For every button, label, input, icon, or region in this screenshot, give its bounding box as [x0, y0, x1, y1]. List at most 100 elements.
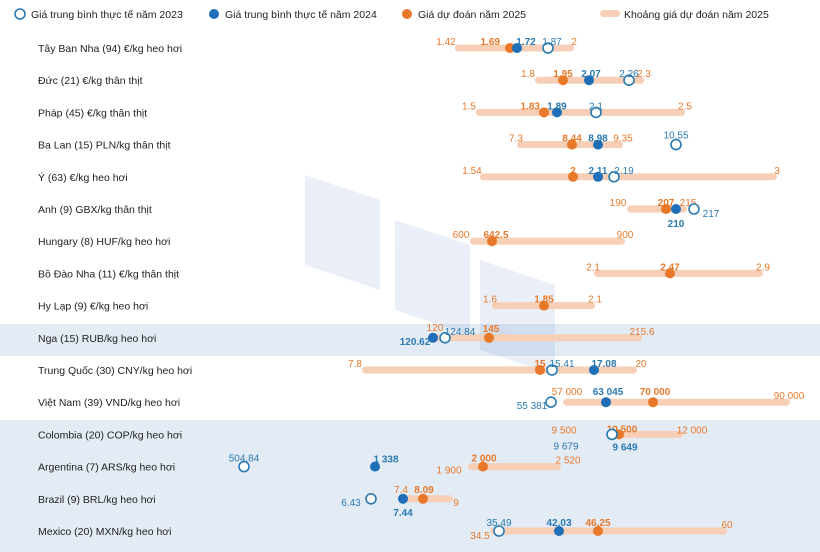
forecast-2025-label: 207 — [658, 198, 675, 209]
actual-2024-dot — [584, 75, 594, 86]
range-min-label: 2.1 — [586, 262, 600, 273]
actual-2024-dot — [552, 107, 562, 118]
actual-2023-label: 15.41 — [549, 359, 574, 370]
range-min-label: 1.54 — [462, 166, 482, 177]
actual-2023-label: 217 — [703, 209, 720, 220]
range-min-label: 7.3 — [509, 134, 523, 145]
actual-2023-dot — [670, 138, 682, 151]
actual-2024-dot — [593, 171, 603, 182]
range-bar — [468, 463, 561, 471]
forecast-2025-dot — [487, 236, 497, 247]
actual-2023-dot — [493, 525, 505, 537]
row-label: Đức (21) €/kg thân thịt — [38, 75, 143, 87]
forecast-2025-label: 2 000 — [471, 454, 496, 465]
range-min-label: 600 — [453, 230, 470, 241]
range-max-label: 2.9 — [756, 262, 770, 273]
forecast-2025-label: 8.09 — [414, 485, 434, 496]
range-min-label: 1.42 — [436, 37, 456, 48]
forecast-2025-dot — [648, 397, 658, 408]
actual-2023-label: 6.43 — [341, 498, 361, 509]
range-max-label: 12 000 — [677, 425, 708, 436]
legend-swatch-range-2025 — [600, 10, 620, 17]
actual-2023-dot — [590, 106, 602, 119]
actual-2023-dot — [365, 492, 377, 505]
row-label: Anh (9) GBX/kg thân thịt — [38, 204, 152, 216]
actual-2024-label: 1.72 — [516, 37, 536, 48]
actual-2023-label: 55 381 — [517, 401, 548, 412]
range-min-label: 1.5 — [462, 101, 476, 112]
row-label: Mexico (20) MXN/kg heo hơi — [38, 526, 172, 538]
range-min-label: 1.6 — [483, 295, 497, 306]
forecast-2025-dot — [661, 204, 671, 214]
range-min-label: 1 900 — [436, 466, 461, 477]
legend-swatch-actual-2024 — [209, 9, 219, 19]
row-label: Pháp (45) €/kg thân thịt — [38, 107, 147, 119]
actual-2024-dot — [589, 365, 599, 375]
actual-2024-dot — [593, 139, 603, 150]
actual-2023-dot — [608, 171, 620, 183]
actual-2023-label: 1.87 — [542, 37, 562, 48]
actual-2024-label: 63 045 — [593, 387, 624, 398]
actual-2024-dot — [601, 397, 611, 408]
forecast-2025-label: 1.83 — [521, 101, 541, 112]
actual-2023-dot — [542, 42, 554, 54]
range-min-label: 9 500 — [551, 425, 576, 436]
row-label: Trung Quốc (30) CNY/kg heo hơi — [38, 365, 192, 377]
forecast-2025-label: 2 — [570, 166, 576, 177]
forecast-2025-label: 145 — [483, 324, 500, 335]
range-max-label: 9 — [453, 498, 459, 509]
range-min-label: 1.8 — [521, 69, 535, 80]
range-min-label: 7.4 — [394, 485, 408, 496]
actual-2023-dot — [623, 74, 635, 86]
range-bar — [362, 366, 637, 374]
actual-2024-dot — [554, 526, 564, 536]
actual-2024-dot — [671, 204, 681, 214]
forecast-2025-dot — [478, 461, 488, 472]
forecast-2025-label: 15 — [534, 359, 546, 370]
actual-2023-dot — [688, 203, 700, 215]
actual-2023-label: 35.49 — [486, 518, 511, 529]
row-label: Argentina (7) ARS/kg heo hơi — [38, 462, 175, 474]
row-label: Tây Ban Nha (94) €/kg heo hơi — [38, 43, 182, 55]
shade-band-russia — [0, 324, 820, 356]
actual-2024-dot — [370, 461, 380, 472]
row-label: Ý (63) €/kg heo hơi — [38, 171, 128, 184]
row-label: Việt Nam (39) VND/kg heo hơi — [38, 397, 180, 409]
actual-2023-label: 504.84 — [229, 454, 260, 465]
range-max-label: 3 — [774, 166, 780, 177]
range-min-label: 57 000 — [552, 387, 583, 398]
range-min-label: 7.8 — [348, 359, 362, 370]
forecast-2025-dot — [665, 268, 675, 279]
actual-2024-label: 1 338 — [373, 455, 398, 466]
row-label: Hungary (8) HUF/kg heo hơi — [38, 236, 170, 248]
actual-2024-dot — [428, 332, 438, 343]
actual-2023-dot — [546, 364, 558, 376]
range-min-label: 34.5 — [470, 531, 490, 542]
range-max-label: 60 — [721, 520, 733, 531]
range-max-label: 90 000 — [774, 391, 805, 402]
forecast-2025-label: 1.95 — [553, 69, 573, 80]
forecast-2025-dot — [539, 300, 549, 311]
row-label: Hy Lạp (9) €/kg heo hơi — [38, 301, 148, 313]
actual-2024-label: 8.98 — [588, 134, 608, 145]
actual-2024-dot — [512, 43, 522, 53]
actual-2023-dot — [606, 428, 618, 441]
row-label: Brazil (9) BRL/kg heo hơi — [38, 494, 156, 506]
range-max-label: 2 520 — [555, 456, 580, 467]
range-max-label: 2.3 — [637, 69, 651, 80]
range-max-label: 2 — [571, 37, 577, 48]
actual-2024-label: 2.07 — [581, 69, 601, 80]
range-min-label: 120 — [427, 323, 444, 334]
forecast-2025-dot — [567, 139, 577, 150]
forecast-2025-label: 1.69 — [481, 37, 501, 48]
range-max-label: 900 — [617, 230, 634, 241]
forecast-2025-label: 1.85 — [534, 295, 554, 306]
range-bar — [610, 430, 683, 438]
range-max-label: 9.35 — [613, 134, 633, 145]
actual-2024-label: 2.11 — [589, 166, 608, 177]
actual-2023-label: 2.26 — [619, 69, 639, 80]
legend-label-actual-2024: Giá trung bình thực tế năm 2024 — [225, 9, 377, 21]
actual-2023-label: 2.1 — [589, 101, 603, 112]
actual-2023-dot — [439, 331, 451, 344]
